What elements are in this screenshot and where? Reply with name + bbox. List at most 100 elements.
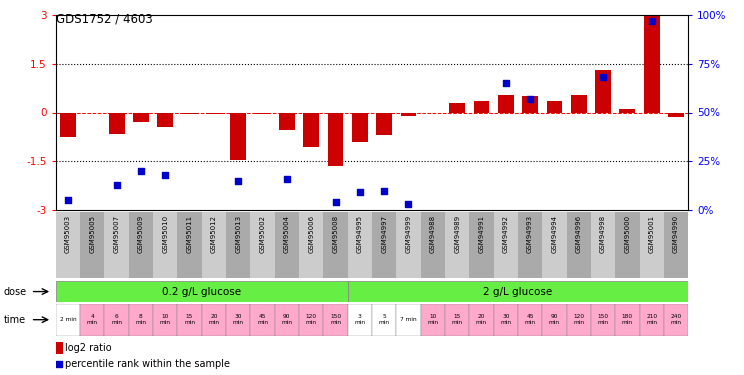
Bar: [445, 304, 469, 336]
Point: [378, 188, 390, 194]
Bar: [620, 109, 635, 112]
Bar: [571, 94, 587, 112]
Bar: [640, 304, 664, 336]
Bar: [591, 304, 615, 336]
Text: 150
min: 150 min: [330, 314, 341, 325]
Text: GSM95006: GSM95006: [308, 215, 314, 253]
Bar: [80, 212, 104, 278]
Text: GSM94993: GSM94993: [527, 215, 533, 253]
Bar: [615, 304, 640, 336]
Point: [111, 182, 123, 188]
Bar: [104, 304, 129, 336]
Bar: [60, 112, 76, 137]
Bar: [595, 70, 611, 112]
Bar: [304, 112, 319, 147]
Text: GSM94995: GSM94995: [357, 215, 363, 253]
Text: GSM95013: GSM95013: [235, 215, 241, 253]
Bar: [153, 304, 177, 336]
Text: 240
min: 240 min: [670, 314, 682, 325]
Bar: [347, 304, 372, 336]
Bar: [668, 112, 684, 117]
Text: 2 g/L glucose: 2 g/L glucose: [484, 286, 553, 297]
Text: 45
min: 45 min: [525, 314, 536, 325]
Point: [62, 197, 74, 203]
Text: GSM95005: GSM95005: [89, 215, 95, 253]
Text: GSM95012: GSM95012: [211, 215, 217, 253]
Text: 10
min: 10 min: [427, 314, 438, 325]
Text: 210
min: 210 min: [646, 314, 657, 325]
Text: GSM95007: GSM95007: [114, 215, 120, 253]
Bar: [518, 212, 542, 278]
Bar: [547, 101, 562, 112]
Bar: [400, 112, 417, 116]
Bar: [279, 112, 295, 130]
Text: GSM94989: GSM94989: [454, 215, 460, 253]
Bar: [231, 112, 246, 160]
Bar: [640, 212, 664, 278]
Bar: [56, 304, 80, 336]
Bar: [420, 212, 445, 278]
Bar: [206, 112, 222, 114]
Text: GSM94996: GSM94996: [576, 215, 582, 253]
Text: 6
min: 6 min: [111, 314, 122, 325]
Text: 120
min: 120 min: [573, 314, 584, 325]
Point: [281, 176, 293, 182]
Bar: [473, 101, 490, 112]
Point: [54, 361, 65, 367]
Bar: [469, 304, 493, 336]
Bar: [324, 212, 347, 278]
Bar: [567, 304, 591, 336]
Point: [135, 168, 147, 174]
Text: GSM94990: GSM94990: [673, 215, 679, 253]
Text: GDS1752 / 4603: GDS1752 / 4603: [56, 12, 153, 25]
Text: 10
min: 10 min: [160, 314, 171, 325]
Text: GSM94991: GSM94991: [478, 215, 484, 253]
Text: 20
min: 20 min: [476, 314, 487, 325]
Bar: [469, 212, 493, 278]
Bar: [104, 212, 129, 278]
Text: 8
min: 8 min: [135, 314, 147, 325]
Text: 90
min: 90 min: [281, 314, 292, 325]
Bar: [567, 212, 591, 278]
Bar: [251, 212, 275, 278]
Bar: [129, 304, 153, 336]
Bar: [664, 304, 688, 336]
Text: 2 min: 2 min: [60, 317, 77, 322]
Bar: [80, 304, 104, 336]
Bar: [522, 96, 538, 112]
Bar: [202, 304, 226, 336]
Text: GSM95011: GSM95011: [187, 215, 193, 253]
Point: [330, 199, 341, 205]
Bar: [327, 112, 344, 166]
Bar: [397, 212, 420, 278]
Text: 15
min: 15 min: [452, 314, 463, 325]
Bar: [542, 304, 567, 336]
Bar: [254, 112, 271, 114]
Text: 20
min: 20 min: [208, 314, 219, 325]
Text: 150
min: 150 min: [597, 314, 609, 325]
Point: [597, 74, 609, 80]
Text: GSM94992: GSM94992: [503, 215, 509, 253]
Bar: [56, 281, 347, 302]
Text: GSM95002: GSM95002: [260, 215, 266, 253]
Point: [159, 172, 171, 178]
Bar: [56, 212, 80, 278]
Point: [232, 178, 244, 184]
Bar: [226, 212, 251, 278]
Text: GSM94999: GSM94999: [405, 215, 411, 253]
Bar: [347, 281, 688, 302]
Bar: [493, 212, 518, 278]
Bar: [182, 112, 197, 114]
Text: GSM95009: GSM95009: [138, 215, 144, 253]
Bar: [177, 212, 202, 278]
Bar: [445, 212, 469, 278]
Bar: [157, 112, 173, 127]
Bar: [352, 112, 368, 142]
Text: GSM95003: GSM95003: [65, 215, 71, 253]
Text: 45
min: 45 min: [257, 314, 268, 325]
Bar: [615, 212, 640, 278]
Text: GSM95000: GSM95000: [624, 215, 630, 253]
Text: 15
min: 15 min: [184, 314, 195, 325]
Text: 120
min: 120 min: [306, 314, 317, 325]
Bar: [347, 212, 372, 278]
